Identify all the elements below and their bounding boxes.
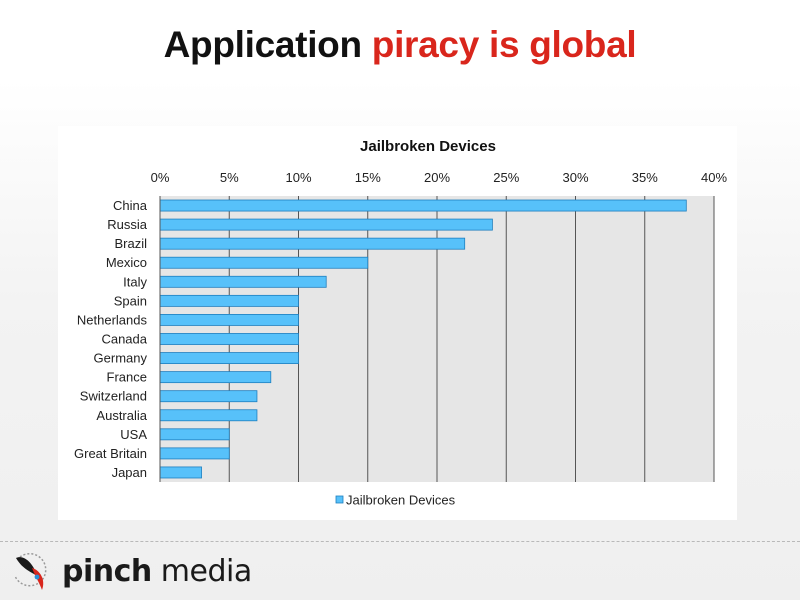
- bar: [159, 237, 466, 250]
- x-tick-label: 30%: [562, 170, 588, 185]
- x-tick-label: 25%: [493, 170, 519, 185]
- title-text-dark: Application: [163, 24, 372, 65]
- category-label: Brazil: [114, 236, 147, 251]
- category-label: France: [107, 370, 147, 385]
- category-label: Germany: [94, 351, 148, 366]
- category-label: Italy: [123, 274, 147, 289]
- category-label: Netherlands: [77, 312, 148, 327]
- bar-chart: Jailbroken Devices 0% 5% 10% 15% 20% 25% 30% 35%…: [74, 138, 727, 508]
- chart-title: Jailbroken Devices: [360, 138, 496, 155]
- brand-name-regular: media: [151, 554, 252, 589]
- x-tick-label: 5%: [220, 170, 239, 185]
- category-label: China: [113, 198, 148, 213]
- pinch-media-logo-icon: [14, 552, 47, 590]
- x-tick-label: 40%: [701, 170, 727, 185]
- category-label: Switzerland: [80, 389, 147, 404]
- category-label: Canada: [101, 332, 147, 347]
- x-tick-label: 20%: [424, 170, 450, 185]
- category-label: Japan: [112, 465, 147, 480]
- brand-logo: pinch media: [10, 550, 252, 594]
- bar: [159, 218, 493, 231]
- category-label: Australia: [96, 408, 147, 423]
- bar: [159, 371, 272, 384]
- bar: [159, 275, 327, 288]
- footer-divider: [0, 541, 800, 542]
- legend-label: Jailbroken Devices: [346, 493, 456, 508]
- category-label: Russia: [107, 217, 148, 232]
- category-label: Spain: [114, 293, 147, 308]
- bar: [159, 294, 299, 307]
- slide-title: Application piracy is global: [0, 24, 800, 66]
- bar: [159, 409, 258, 422]
- bar: [159, 352, 299, 364]
- title-text-highlight: piracy is global: [371, 24, 637, 65]
- bar: [159, 447, 230, 460]
- legend-swatch: [335, 495, 344, 504]
- bar: [159, 428, 230, 441]
- brand-name: pinch media: [62, 554, 252, 589]
- x-tick-label: 15%: [355, 170, 381, 185]
- bar: [159, 466, 202, 479]
- chart-card: Jailbroken Devices 0% 5% 10% 15% 20% 25% 30% 35%…: [58, 126, 737, 520]
- category-label: USA: [120, 427, 147, 442]
- bar: [159, 390, 258, 403]
- bar: [159, 333, 299, 345]
- bar: [159, 256, 369, 269]
- category-label: Great Britain: [74, 446, 147, 461]
- bar: [159, 199, 687, 212]
- category-label: Mexico: [106, 255, 147, 270]
- x-tick-label: 35%: [632, 170, 658, 185]
- brand-name-bold: pinch: [62, 554, 152, 589]
- bar: [159, 314, 299, 326]
- x-tick-label: 0%: [151, 170, 170, 185]
- x-tick-label: 10%: [285, 170, 311, 185]
